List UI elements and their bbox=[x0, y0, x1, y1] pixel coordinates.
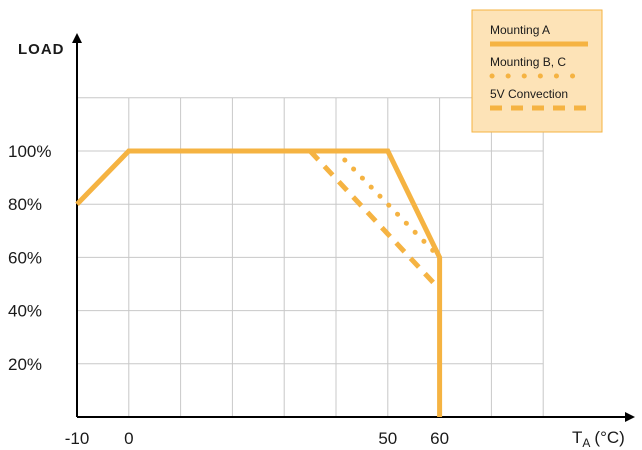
y-tick-label: 20% bbox=[8, 355, 42, 374]
legend: Mounting A Mounting B, C 5V Convection bbox=[471, 9, 603, 133]
x-axis-title: TA (°C) bbox=[572, 428, 625, 450]
tick-labels: 20% 40% 60% 80% 100% -10 0 50 60 bbox=[8, 142, 449, 448]
series bbox=[75, 148, 443, 417]
series-line-dotted bbox=[333, 148, 443, 260]
x-axis-title-unit: (°C) bbox=[594, 428, 624, 447]
legend-label: 5V Convection bbox=[490, 87, 568, 101]
x-tick-label: -10 bbox=[65, 429, 90, 448]
series-line-dashed bbox=[308, 149, 442, 292]
x-tick-label: 60 bbox=[430, 429, 449, 448]
x-tick-label: 50 bbox=[378, 429, 397, 448]
legend-box bbox=[471, 9, 603, 133]
axes: LOAD TA (°C) bbox=[18, 33, 635, 450]
y-axis-title: LOAD bbox=[18, 41, 65, 58]
y-tick-label: 40% bbox=[8, 302, 42, 321]
grid bbox=[77, 97, 544, 417]
legend-label: Mounting B, C bbox=[490, 55, 566, 69]
series-line-solid bbox=[75, 148, 443, 417]
x-tick-label: 0 bbox=[124, 429, 133, 448]
y-tick-label: 80% bbox=[8, 195, 42, 214]
x-axis-title-main: T bbox=[572, 428, 582, 447]
y-tick-label: 100% bbox=[8, 142, 51, 161]
y-tick-label: 60% bbox=[8, 248, 42, 267]
legend-label: Mounting A bbox=[490, 23, 550, 37]
x-axis-title-subscript: A bbox=[582, 436, 590, 450]
